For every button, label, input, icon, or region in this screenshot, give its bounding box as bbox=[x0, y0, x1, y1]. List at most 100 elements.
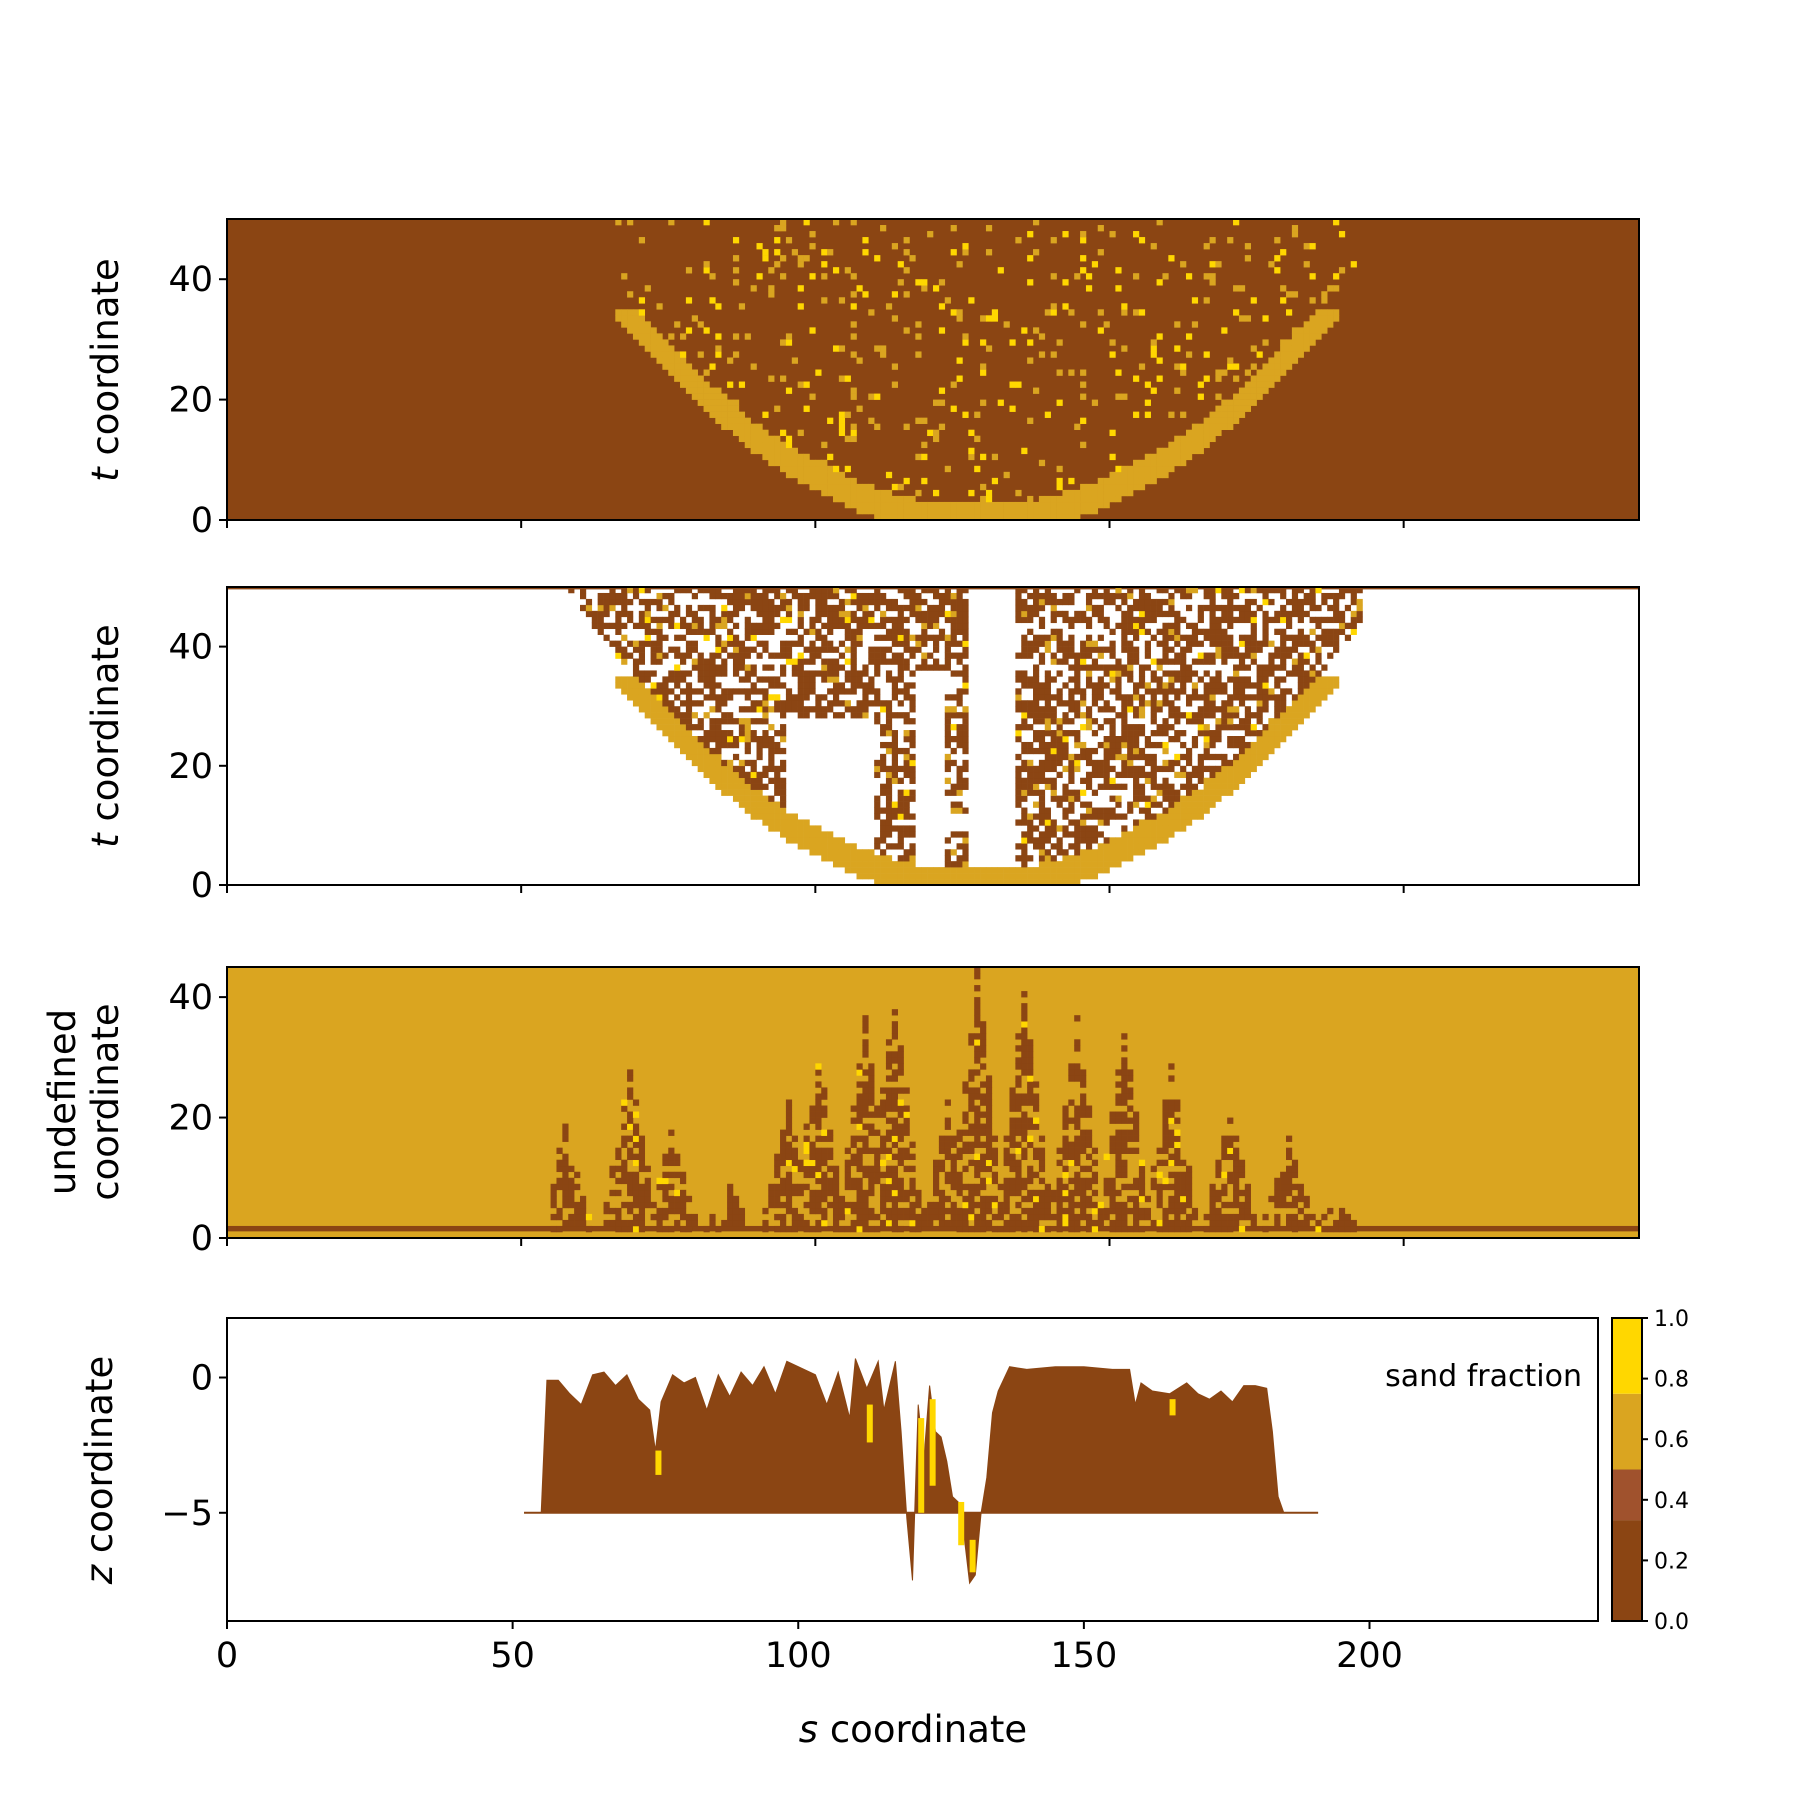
heatmap-cell bbox=[1091, 507, 1099, 515]
heatmap-cell bbox=[1044, 855, 1051, 862]
heatmap-cell bbox=[674, 1189, 681, 1197]
heatmap-cell bbox=[1274, 357, 1281, 364]
heatmap-cell bbox=[1085, 759, 1093, 767]
heatmap-cell bbox=[1174, 813, 1181, 820]
heatmap-cell bbox=[1150, 783, 1157, 790]
heatmap-cell bbox=[1168, 1171, 1175, 1179]
heatmap-cell bbox=[1068, 765, 1075, 773]
heatmap-cell bbox=[1044, 309, 1051, 316]
heatmap-cell bbox=[1209, 676, 1216, 683]
heatmap-cell bbox=[1291, 664, 1299, 671]
heatmap-cell bbox=[1250, 747, 1257, 755]
heatmap-cell bbox=[1015, 1045, 1022, 1052]
heatmap-cell bbox=[768, 453, 775, 461]
heatmap-cell bbox=[1227, 616, 1234, 624]
heatmap-cell bbox=[1227, 783, 1234, 790]
heatmap-cell bbox=[580, 587, 587, 594]
heatmap-cell bbox=[1221, 423, 1228, 430]
heatmap-cell bbox=[1062, 1219, 1069, 1227]
heatmap-cell bbox=[762, 694, 769, 701]
heatmap-cell bbox=[868, 700, 875, 707]
heatmap-cell bbox=[1156, 825, 1163, 832]
heatmap-cell bbox=[668, 357, 675, 364]
heatmap-cell bbox=[1303, 345, 1310, 352]
heatmap-cell bbox=[603, 1219, 610, 1227]
heatmap-cell bbox=[933, 1165, 940, 1173]
heatmap-cell bbox=[1080, 861, 1087, 868]
heatmap-cell bbox=[1074, 1153, 1081, 1161]
heatmap-cell bbox=[1244, 255, 1251, 262]
heatmap-cell bbox=[791, 249, 798, 256]
heatmap-cell bbox=[832, 592, 840, 600]
heatmap-cell bbox=[1297, 670, 1304, 677]
heatmap-cell bbox=[744, 622, 751, 630]
heatmap-cell bbox=[968, 1075, 975, 1082]
heatmap-cell bbox=[1068, 771, 1075, 779]
heatmap-cell bbox=[1180, 453, 1187, 461]
heatmap-cell bbox=[1015, 587, 1022, 594]
heatmap-cell bbox=[1050, 795, 1057, 802]
heatmap-cell bbox=[1174, 825, 1181, 832]
heatmap-cell bbox=[968, 1213, 975, 1221]
heatmap-cell bbox=[1256, 741, 1263, 749]
heatmap-cell bbox=[1009, 879, 1016, 886]
heatmap-cell bbox=[921, 867, 928, 874]
heatmap-cell bbox=[1138, 477, 1146, 485]
heatmap-cell bbox=[780, 1177, 787, 1185]
heatmap-cell bbox=[644, 700, 651, 707]
heatmap-cell bbox=[885, 1207, 893, 1215]
heatmap-cell bbox=[821, 1105, 828, 1112]
heatmap-cell bbox=[1103, 753, 1110, 761]
heatmap-cell bbox=[1238, 765, 1246, 773]
heatmap-cell bbox=[1050, 741, 1057, 749]
heatmap-cell bbox=[1027, 700, 1034, 707]
heatmap-cell bbox=[1080, 867, 1087, 874]
heatmap-cell bbox=[850, 664, 857, 671]
heatmap-cell bbox=[909, 598, 916, 606]
heatmap-cell bbox=[821, 837, 828, 844]
heatmap-cell bbox=[897, 747, 904, 755]
heatmap-cell bbox=[1068, 867, 1075, 874]
heatmap-cell bbox=[774, 237, 781, 244]
heatmap-cell bbox=[709, 622, 716, 630]
heatmap-cell bbox=[1068, 652, 1075, 659]
heatmap-cell bbox=[656, 1207, 663, 1215]
heatmap-cell bbox=[1138, 849, 1146, 856]
heatmap-cell bbox=[656, 1219, 663, 1227]
heatmap-cell bbox=[874, 423, 881, 430]
heatmap-cell bbox=[768, 807, 775, 814]
heatmap-cell bbox=[827, 706, 834, 713]
heatmap-cell bbox=[827, 471, 834, 479]
heatmap-cell bbox=[815, 1135, 822, 1142]
heatmap-cell bbox=[1068, 873, 1075, 880]
heatmap-cell bbox=[1062, 495, 1069, 503]
heatmap-cell bbox=[1209, 435, 1216, 443]
heatmap-cell bbox=[697, 321, 704, 328]
heatmap-cell bbox=[627, 1219, 634, 1227]
heatmap-cell bbox=[644, 670, 651, 677]
heatmap-cell bbox=[1286, 634, 1293, 641]
heatmap-cell bbox=[1062, 610, 1069, 618]
heatmap-cell bbox=[815, 616, 822, 624]
heatmap-cell bbox=[674, 351, 681, 358]
heatmap-cell bbox=[1286, 309, 1293, 316]
heatmap-cell bbox=[1021, 1183, 1028, 1191]
heatmap-cell bbox=[944, 724, 951, 731]
heatmap-cell bbox=[956, 315, 963, 322]
heatmap-cell bbox=[862, 489, 869, 497]
heatmap-cell bbox=[727, 423, 734, 430]
heatmap-cell bbox=[762, 646, 769, 653]
heatmap-cell bbox=[1033, 783, 1040, 790]
heatmap-cell bbox=[632, 694, 640, 701]
heatmap-cell bbox=[1109, 429, 1116, 437]
heatmap-cell bbox=[850, 477, 857, 485]
heatmap-cell bbox=[938, 1201, 946, 1209]
heatmap-cell bbox=[762, 411, 769, 418]
heatmap-cell bbox=[1056, 700, 1063, 707]
heatmap-cell bbox=[1274, 706, 1281, 713]
heatmap-cell bbox=[1027, 1039, 1034, 1046]
heatmap-cell bbox=[997, 267, 1004, 274]
heatmap-cell bbox=[962, 1207, 969, 1215]
heatmap-cell bbox=[874, 837, 881, 844]
heatmap-cell bbox=[968, 489, 975, 497]
